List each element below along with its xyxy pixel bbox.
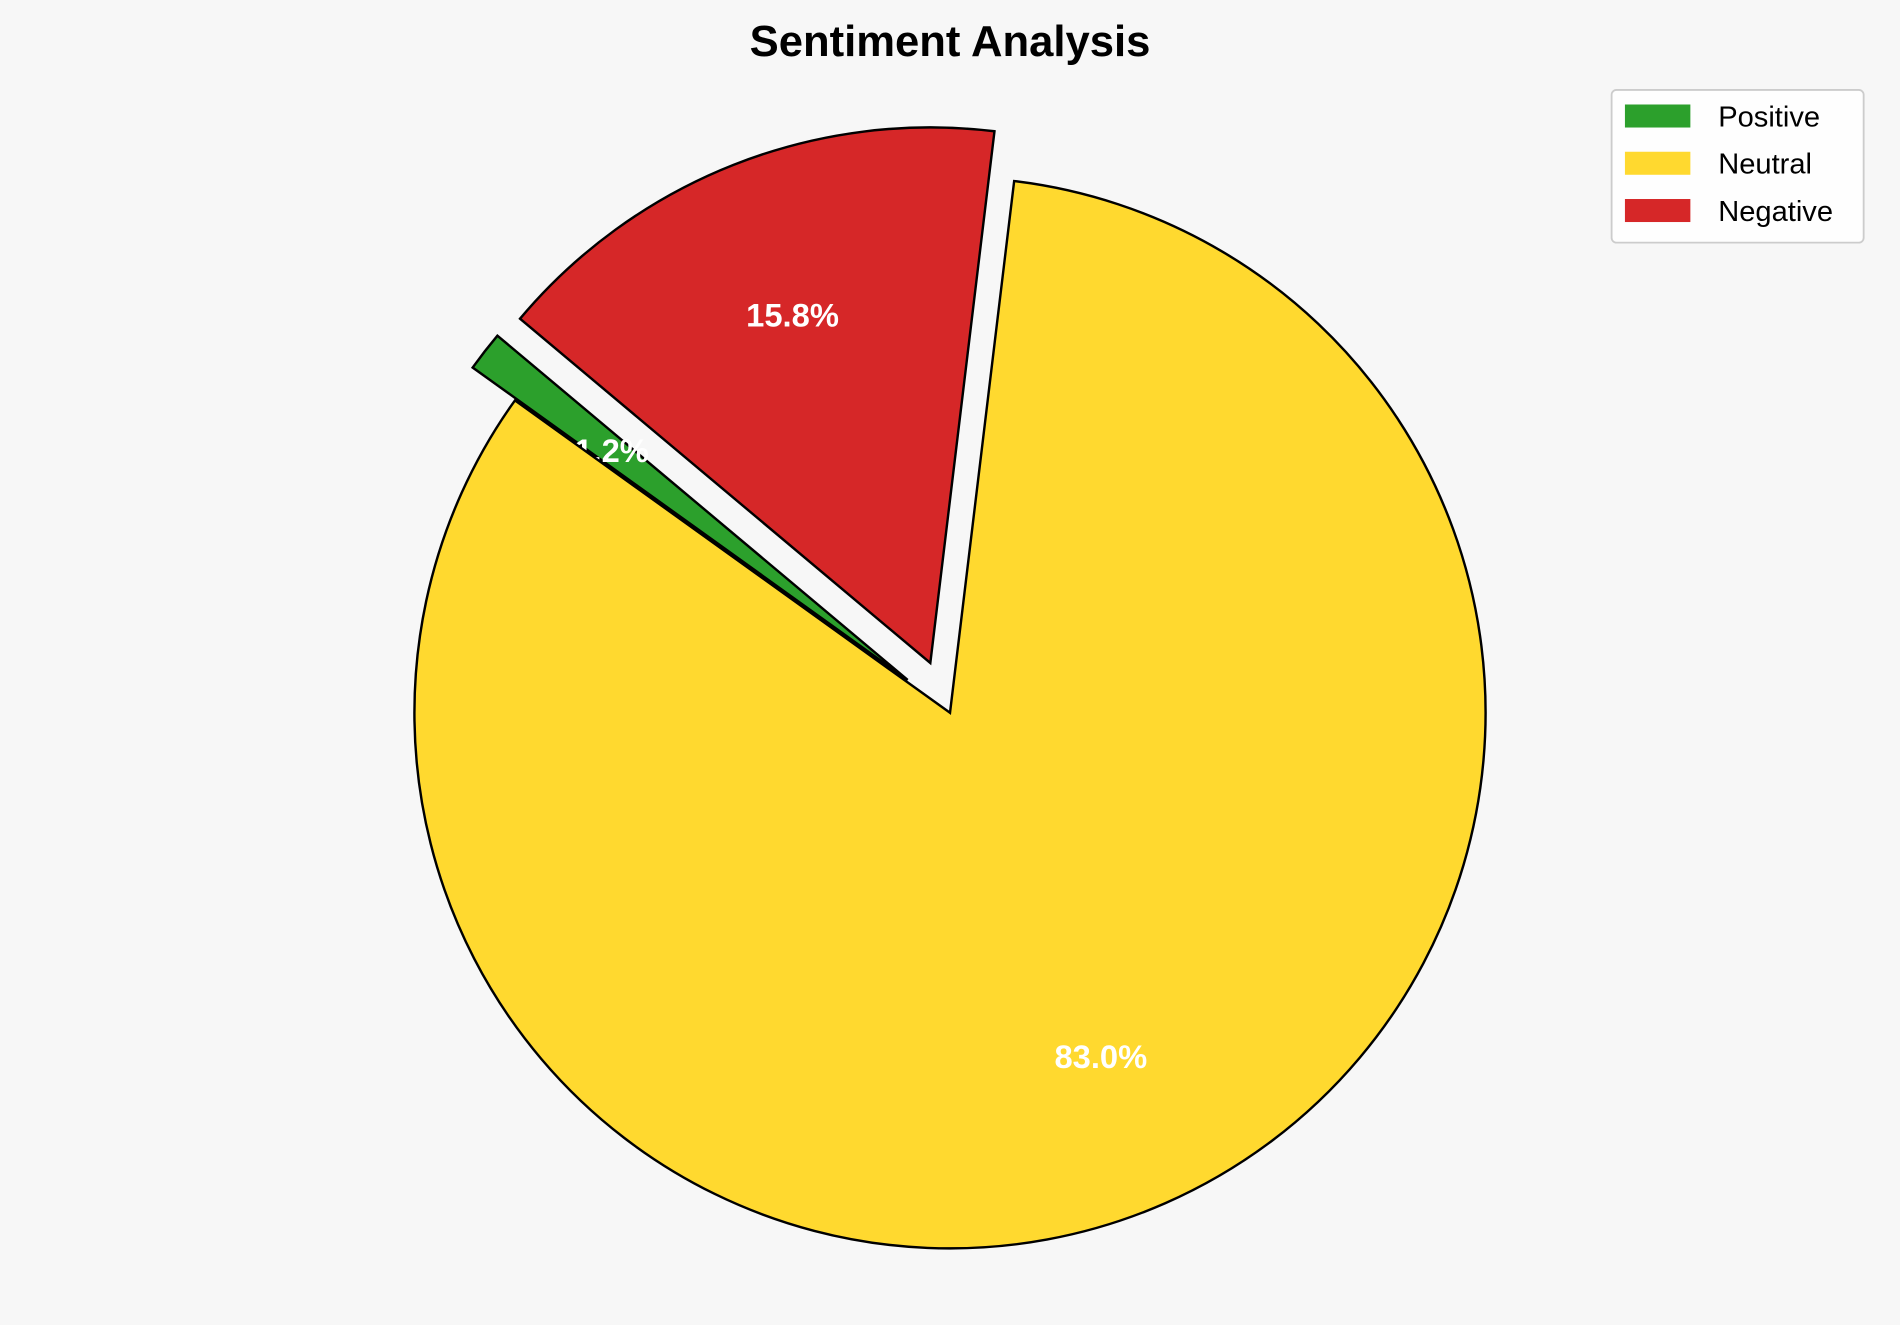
legend: Positive Neutral Negative <box>1610 89 1865 244</box>
pie-slice-negative <box>518 126 996 666</box>
pct-label-neutral: 83.0% <box>1054 1038 1147 1075</box>
legend-swatch-positive <box>1624 104 1691 128</box>
legend-label-neutral: Neutral <box>1718 149 1812 181</box>
legend-label-negative: Negative <box>1718 196 1833 228</box>
legend-label-positive: Positive <box>1718 101 1820 133</box>
chart-title: Sentiment Analysis <box>750 18 1151 66</box>
pie-slice-positive <box>470 333 909 681</box>
legend-swatch-negative <box>1624 199 1691 223</box>
pct-label-negative: 15.8% <box>746 296 839 333</box>
legend-swatch-neutral <box>1624 151 1691 175</box>
pie-slice-neutral <box>413 179 1487 1250</box>
